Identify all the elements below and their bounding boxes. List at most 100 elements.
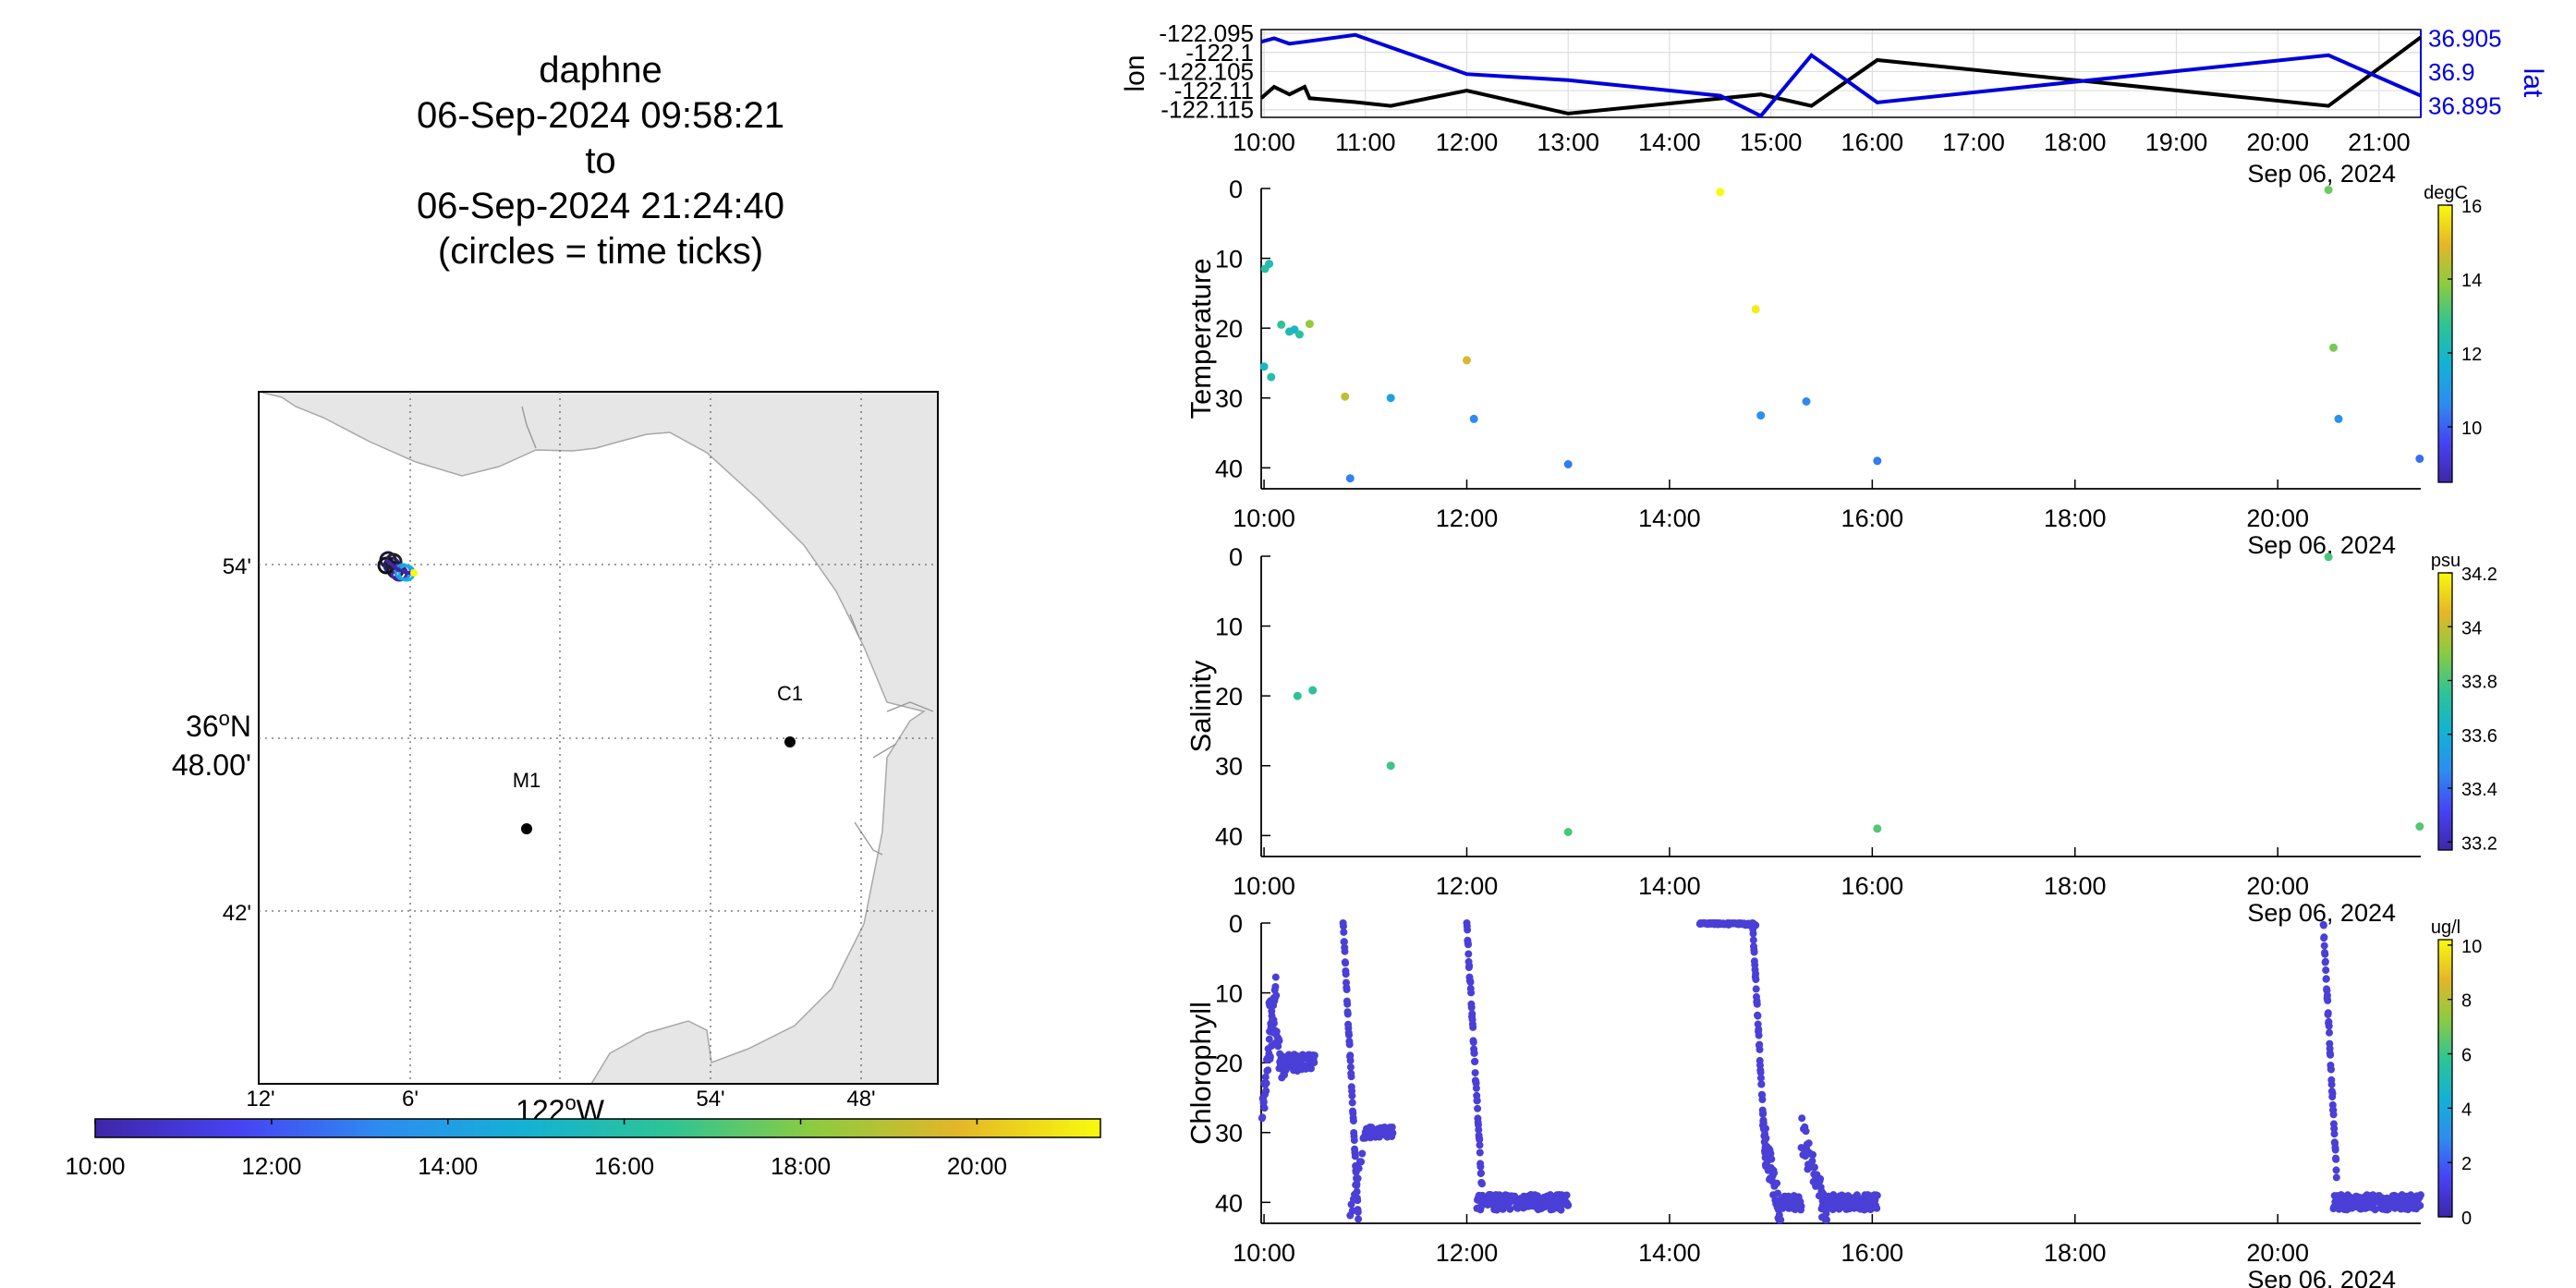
temp-colorbar-label: 10 (2461, 419, 2482, 439)
chl-data-point (1355, 1164, 1363, 1173)
nav-x-tick-label: 21:00 (2348, 128, 2411, 156)
chl-data-point (1809, 1150, 1817, 1159)
sal-y-tick-label: 0 (1229, 543, 1243, 571)
temp-data-point (2334, 414, 2343, 423)
chl-data-point (1307, 1064, 1315, 1073)
sal-colorbar-label: 33.2 (2461, 833, 2497, 854)
vehicle-track (377, 551, 418, 582)
chl-data-point (2321, 957, 2329, 966)
nav-left-ylabel: lon (1120, 55, 1150, 91)
chl-data-point (1466, 978, 1475, 987)
nav-x-tick-label: 18:00 (2044, 128, 2107, 156)
sal-data-point (1563, 828, 1573, 836)
chl-data-point (1759, 1110, 1768, 1117)
chl-data-point (1756, 1074, 1765, 1082)
nav-x-tick-label: 20:00 (2246, 128, 2309, 156)
chl-data-point (1262, 1079, 1270, 1088)
station-marker-c1 (784, 736, 796, 747)
chl-data-point (1345, 1040, 1354, 1049)
chl-data-point (1464, 950, 1473, 958)
sal-data-point (2415, 822, 2424, 831)
temp-data-point (1341, 392, 1350, 401)
chl-data-point (1762, 1134, 1770, 1142)
chl-data-point (2319, 921, 2327, 930)
title-to: to (585, 140, 616, 181)
chl-data-point (1777, 1216, 1785, 1224)
chl-data-point (1469, 1023, 1477, 1031)
temp-ylabel: Temperature (1185, 258, 1217, 419)
chl-data-point (1752, 969, 1760, 978)
chl-data-point (1272, 991, 1281, 1000)
chl-data-point (1271, 983, 1280, 990)
chl-data-point (1467, 1003, 1476, 1012)
chl-data-point (1471, 1057, 1479, 1065)
temp-data-point (1563, 460, 1573, 468)
chl-data-point (1749, 930, 1757, 938)
time-colorbar-label: 20:00 (947, 1152, 1007, 1180)
chl-x-tick-label: 14:00 (1638, 1239, 1701, 1267)
sal-y-tick-label: 10 (1215, 614, 1243, 641)
chl-data-point (1348, 1092, 1356, 1100)
chl-data-point (1755, 1031, 1763, 1039)
temp-colorbar (2437, 204, 2453, 483)
chl-data-point (1259, 1098, 1268, 1106)
sal-x-tick-label: 14:00 (1638, 872, 1701, 900)
sal-y-tick-label: 40 (1215, 822, 1243, 850)
sal-colorbar-label: 33.6 (2461, 726, 2497, 747)
nav-x-tick-label: 10:00 (1233, 128, 1295, 156)
chl-data-point (1343, 986, 1351, 993)
sal-x-tick-label: 10:00 (1233, 872, 1295, 900)
chl-data-point (1476, 1136, 1484, 1144)
temp-colorbar-label: 14 (2461, 271, 2482, 291)
chl-data-point (2332, 1166, 2340, 1174)
chl-data-point (1478, 1180, 1486, 1188)
chl-data-point (1268, 1007, 1276, 1015)
chl-data-point (1388, 1124, 1396, 1131)
chl-data-point (2328, 1089, 2337, 1098)
chl-x-tick-label: 16:00 (1841, 1239, 1904, 1267)
chl-data-point (1758, 1096, 1767, 1103)
chl-data-point (1749, 936, 1757, 944)
sal-colorbar (2437, 572, 2453, 851)
chl-data-point (1802, 1127, 1810, 1136)
chl-colorbar-label: 0 (2461, 1209, 2472, 1229)
nav-right-tick-label: 36.9 (2428, 58, 2475, 86)
chl-data-point (1756, 1045, 1764, 1053)
track-end-marker (410, 569, 418, 577)
time-colorbar-label: 14:00 (418, 1152, 478, 1180)
chl-data-point (1341, 947, 1349, 955)
chl-data-point (1465, 962, 1474, 970)
chl-data-point (1266, 1052, 1274, 1061)
chl-data-point (1357, 1158, 1366, 1166)
chl-data-point (1762, 1124, 1769, 1133)
chl-data-point (1354, 1208, 1362, 1216)
temp-x-tick-label: 18:00 (2044, 504, 2107, 532)
chl-x-tick-label: 20:00 (2246, 1239, 2309, 1267)
chl-y-tick-label: 10 (1215, 980, 1243, 1008)
nav-x-tick-label: 12:00 (1436, 128, 1499, 156)
sal-x-tick-label: 16:00 (1841, 872, 1904, 900)
chl-data-point (1798, 1114, 1806, 1123)
temp-data-point (2329, 343, 2338, 352)
chl-data-point (1750, 948, 1758, 956)
chl-data-point (2320, 933, 2328, 942)
chl-data-point (2330, 1130, 2339, 1138)
nav-left-tick-label: -122.095 (1159, 19, 1254, 47)
lat-deg-value: 36 (186, 710, 219, 743)
chl-data-point (2326, 1028, 2333, 1037)
chl-data-point (1873, 1204, 1881, 1212)
chl-data-point (1351, 1152, 1359, 1160)
chl-colorbar-label: 2 (2461, 1154, 2472, 1174)
chl-data-point (1355, 1215, 1363, 1223)
title-end: 06-Sep-2024 21:24:40 (416, 186, 785, 226)
chl-data-point (1757, 1080, 1766, 1088)
chl-data-point (1476, 1141, 1484, 1149)
chl-data-point (1506, 1205, 1514, 1213)
station-label-m1: M1 (513, 769, 541, 792)
chl-data-point (1266, 997, 1274, 1005)
lat-tick-label: 48.00' (172, 748, 251, 782)
temp-data-point (1873, 456, 1882, 466)
chl-data-point (1770, 1169, 1778, 1177)
chl-data-point (2320, 942, 2328, 950)
